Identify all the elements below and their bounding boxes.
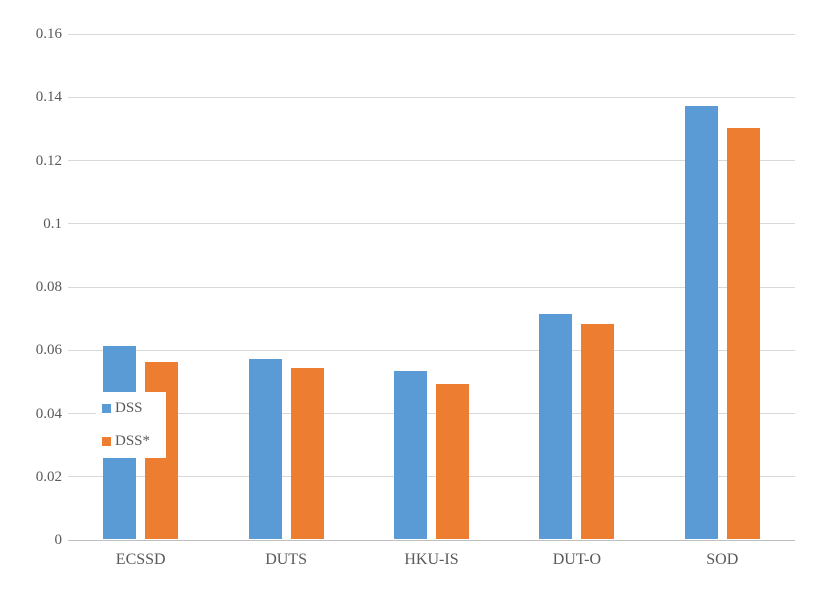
bar-dss-dut-o xyxy=(539,314,573,539)
y-tick-label: 0.14 xyxy=(35,89,62,106)
bar-dss-duts xyxy=(248,359,282,539)
legend-swatch-icon xyxy=(102,404,111,413)
bar-dss-star-sod xyxy=(726,128,760,539)
x-category-label: ECSSD xyxy=(115,551,166,568)
x-category-label: SOD xyxy=(706,551,739,568)
legend-swatch-icon xyxy=(102,437,111,446)
legend-entry-dss: DSS xyxy=(102,400,166,417)
y-tick-label: 0.16 xyxy=(35,26,62,42)
y-tick-label: 0.1 xyxy=(43,215,62,232)
bar-dss-sod xyxy=(684,106,718,539)
gridline xyxy=(68,413,795,414)
gridline xyxy=(68,33,795,35)
y-tick-label: 0.06 xyxy=(35,342,62,359)
gridline xyxy=(68,96,795,98)
x-axis-line xyxy=(68,539,795,541)
legend-entry-dss-star: DSS* xyxy=(102,433,166,450)
gridline xyxy=(68,349,795,351)
x-category-label: HKU-IS xyxy=(404,551,459,568)
gridline xyxy=(68,286,795,288)
y-tick-label: 0.02 xyxy=(35,468,62,485)
bar-dss-star-duts xyxy=(290,368,324,539)
legend-label: DSS* xyxy=(115,433,151,449)
x-category-label: DUT-O xyxy=(552,551,602,568)
bar-dss-hku-is xyxy=(394,371,427,539)
gridline xyxy=(68,476,795,478)
y-tick-label: 0 xyxy=(54,532,63,548)
chart-legend: DSS DSS* xyxy=(96,392,166,458)
plot-area: DSS DSS* xyxy=(68,33,795,541)
gridline xyxy=(68,160,795,161)
bar-dss-star-hku-is xyxy=(436,384,469,539)
y-tick-label: 0.04 xyxy=(35,405,62,422)
legend-label: DSS xyxy=(115,400,143,416)
x-category-label: DUTS xyxy=(265,551,307,568)
y-tick-label: 0.08 xyxy=(35,279,62,295)
gridline xyxy=(68,223,795,225)
bar-dss-star-dut-o xyxy=(581,324,615,539)
y-tick-label: 0.12 xyxy=(35,152,62,169)
